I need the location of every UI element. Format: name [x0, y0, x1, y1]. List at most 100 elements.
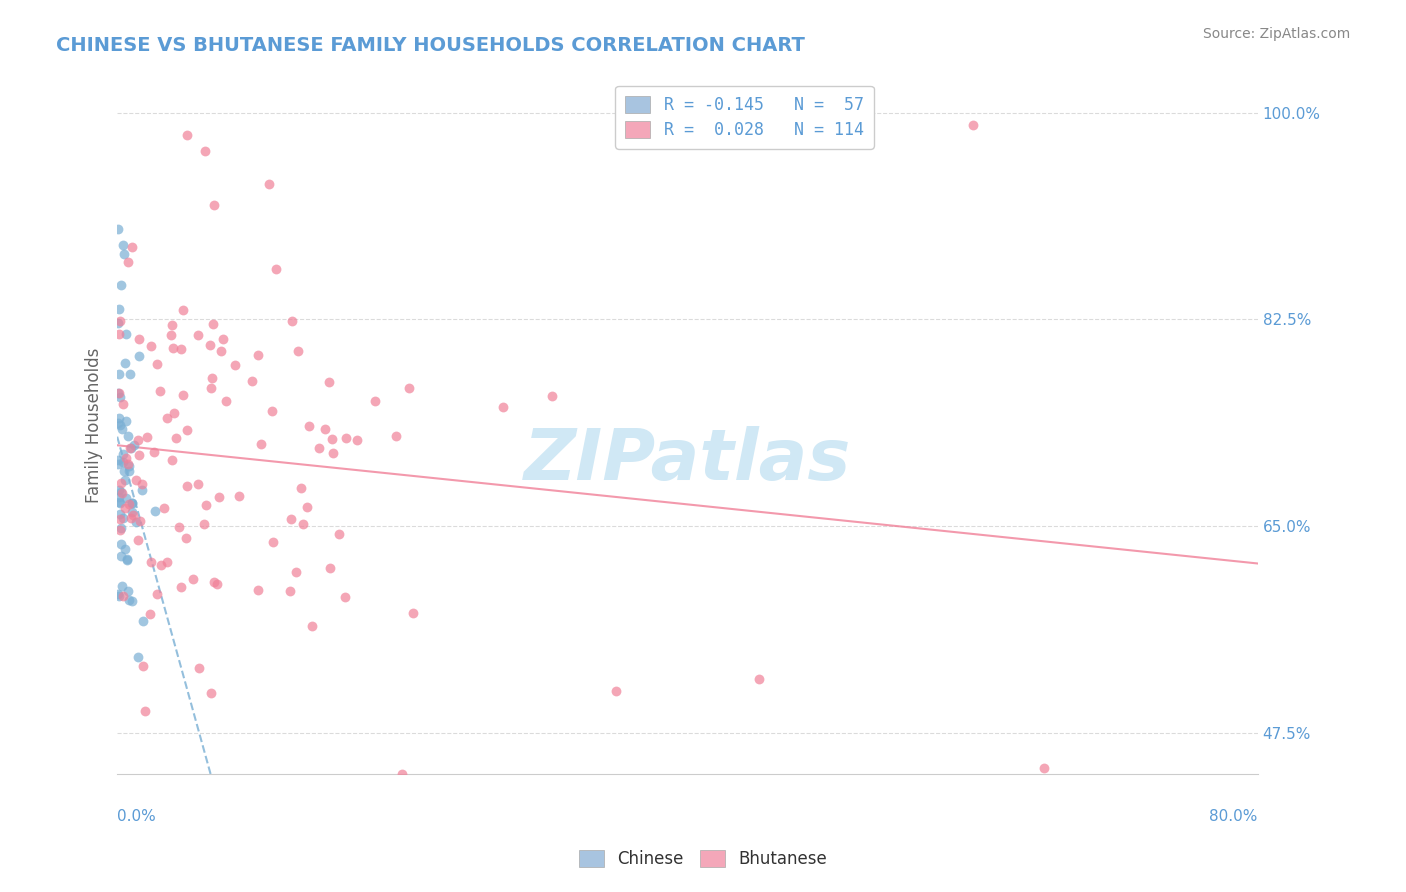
Point: [112, 447, 135, 461]
Point: [174, 531, 197, 545]
Point: [291, 516, 314, 531]
Point: [264, 261, 287, 276]
Point: [108, 314, 131, 328]
Point: [110, 537, 132, 551]
Point: [364, 394, 387, 409]
Point: [156, 555, 179, 569]
Point: [117, 457, 139, 471]
Point: [108, 507, 131, 521]
Point: [122, 438, 145, 452]
Point: [198, 337, 221, 351]
Point: [398, 381, 420, 395]
Point: [402, 606, 425, 620]
Point: [211, 332, 233, 346]
Point: [162, 342, 184, 356]
Point: [333, 591, 356, 605]
Point: [176, 479, 198, 493]
Point: [195, 498, 218, 512]
Point: [260, 404, 283, 418]
Point: [115, 451, 138, 466]
Point: [149, 558, 172, 572]
Text: 0.0%: 0.0%: [117, 809, 156, 824]
Point: [107, 302, 129, 317]
Point: [346, 433, 368, 447]
Point: [139, 339, 162, 353]
Point: [112, 510, 135, 524]
Point: [107, 316, 129, 330]
Point: [107, 222, 129, 236]
Point: [131, 483, 153, 497]
Point: [247, 582, 270, 597]
Point: [121, 505, 143, 519]
Point: [110, 496, 132, 510]
Point: [314, 422, 336, 436]
Point: [108, 385, 131, 400]
Point: [120, 441, 142, 455]
Point: [335, 431, 357, 445]
Point: [209, 344, 232, 359]
Point: [110, 485, 132, 500]
Point: [124, 516, 146, 530]
Point: [114, 542, 136, 557]
Point: [107, 587, 129, 601]
Point: [228, 489, 250, 503]
Point: [160, 318, 183, 332]
Point: [108, 511, 131, 525]
Point: [111, 397, 134, 411]
Point: [170, 580, 193, 594]
Point: [115, 491, 138, 505]
Point: [249, 437, 271, 451]
Point: [318, 560, 340, 574]
Point: [107, 416, 129, 430]
Point: [163, 406, 186, 420]
Point: [240, 374, 263, 388]
Point: [391, 767, 413, 781]
Point: [108, 483, 131, 497]
Point: [107, 411, 129, 425]
Text: CHINESE VS BHUTANESE FAMILY HOUSEHOLDS CORRELATION CHART: CHINESE VS BHUTANESE FAMILY HOUSEHOLDS C…: [56, 36, 806, 54]
Point: [172, 303, 194, 318]
Point: [115, 553, 138, 567]
Text: 80.0%: 80.0%: [1209, 809, 1258, 824]
Point: [121, 240, 143, 254]
Point: [262, 535, 284, 549]
Point: [111, 422, 134, 436]
Point: [280, 512, 302, 526]
Point: [111, 589, 134, 603]
Point: [131, 477, 153, 491]
Point: [194, 145, 217, 159]
Point: [170, 343, 193, 357]
Point: [118, 459, 141, 474]
Point: [111, 579, 134, 593]
Y-axis label: Family Households: Family Households: [86, 348, 103, 503]
Point: [204, 198, 226, 212]
Point: [143, 504, 166, 518]
Point: [281, 314, 304, 328]
Point: [142, 445, 165, 459]
Point: [107, 490, 129, 504]
Point: [295, 500, 318, 514]
Point: [108, 589, 131, 603]
Point: [280, 583, 302, 598]
Point: [162, 452, 184, 467]
Point: [167, 520, 190, 534]
Point: [122, 508, 145, 522]
Point: [135, 430, 157, 444]
Legend: Chinese, Bhutanese: Chinese, Bhutanese: [572, 843, 834, 875]
Point: [188, 661, 211, 675]
Text: ZIPatlas: ZIPatlas: [524, 426, 851, 495]
Point: [108, 524, 131, 538]
Point: [321, 432, 343, 446]
Point: [541, 389, 564, 403]
Point: [128, 448, 150, 462]
Point: [132, 614, 155, 628]
Point: [107, 385, 129, 400]
Point: [187, 328, 209, 343]
Point: [187, 477, 209, 491]
Point: [193, 517, 215, 532]
Point: [115, 551, 138, 566]
Point: [146, 357, 169, 371]
Point: [114, 500, 136, 515]
Point: [114, 356, 136, 370]
Point: [207, 576, 229, 591]
